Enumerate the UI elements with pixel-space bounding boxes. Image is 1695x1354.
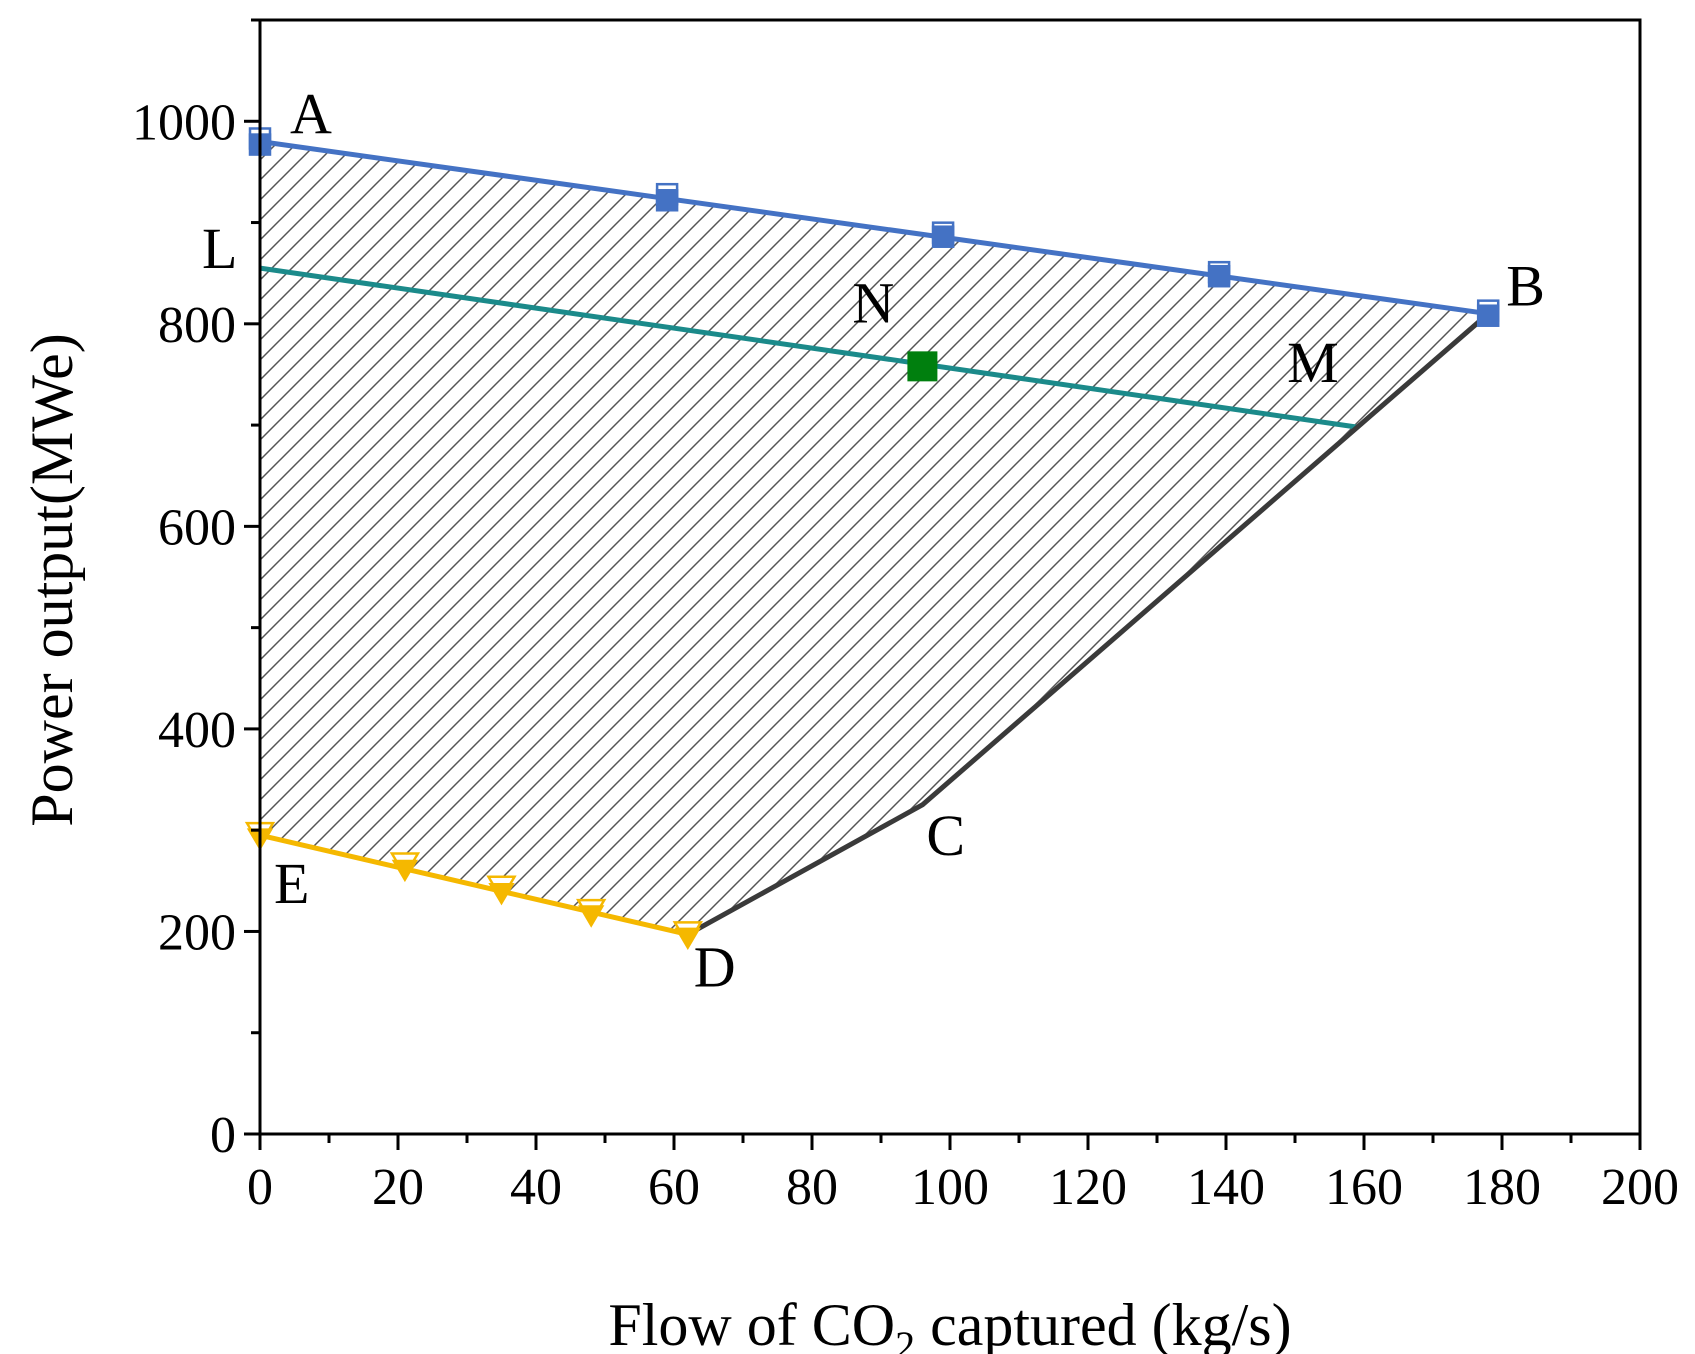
point-label-N: N	[852, 270, 894, 335]
point-label-A: A	[290, 82, 332, 147]
y-tick-label: 800	[158, 297, 236, 354]
series-layer	[260, 139, 1490, 937]
point-label-M: M	[1287, 330, 1339, 395]
upper-boundary-AB-marker-filled	[655, 189, 679, 212]
point-label-L: L	[202, 216, 237, 281]
upper-boundary-AB-marker-filled	[1476, 304, 1500, 327]
upper-boundary-AB-marker-filled	[931, 225, 955, 248]
upper-boundary-AB-marker-filled	[1207, 264, 1231, 288]
feasible-region	[260, 141, 1489, 935]
y-tick-label: 200	[158, 904, 236, 961]
point-label-C: C	[926, 803, 965, 868]
x-axis-label-subscript: 2	[895, 1323, 915, 1354]
x-axis: 0 20 40 60 80 100 120 140 160 180 200	[247, 1134, 1679, 1216]
x-tick-label: 200	[1601, 1159, 1679, 1216]
x-tick-label: 120	[1049, 1159, 1127, 1216]
plot-area: A B C D E L M N	[202, 82, 1545, 1000]
x-tick-label: 100	[911, 1159, 989, 1216]
y-axis-label: Power output(MWe)	[19, 333, 85, 826]
x-tick-label: 160	[1325, 1159, 1403, 1216]
y-tick-label: 400	[158, 702, 236, 759]
y-tick-label: 1000	[132, 94, 236, 151]
point-labels: A B C D E L M N	[202, 82, 1545, 1000]
lower-boundary-ED-marker-filled	[391, 859, 419, 883]
boundary-BCD-line	[686, 311, 1490, 937]
x-tick-label: 0	[247, 1159, 273, 1216]
lower-boundary-ED-marker-filled	[578, 905, 605, 928]
upper-boundary-AB-line	[260, 139, 1489, 317]
x-tick-label: 20	[372, 1159, 424, 1216]
x-tick-label: 80	[786, 1159, 838, 1216]
lower-boundary-ED-marker-filled	[488, 883, 515, 906]
point-label-D: D	[694, 934, 736, 999]
x-tick-label: 40	[510, 1159, 562, 1216]
y-tick-label: 600	[158, 499, 236, 556]
lower-boundary-ED-line	[260, 832, 689, 937]
y-tick-label: 0	[210, 1107, 236, 1164]
x-tick-label: 140	[1187, 1159, 1265, 1216]
lower-boundary-ED-marker-filled	[674, 927, 701, 950]
x-axis-label: Flow of CO2 captured (kg/s)	[608, 1292, 1291, 1354]
point-label-B: B	[1506, 254, 1545, 319]
point-N-marker	[907, 351, 938, 382]
marker-layer	[244, 127, 1500, 950]
constant-line-LM-line	[260, 265, 1358, 430]
x-tick-label: 60	[648, 1159, 700, 1216]
y-axis: 0 200 400 600 800 1000	[132, 18, 260, 1164]
x-tick-label: 180	[1463, 1159, 1541, 1216]
point-label-E: E	[274, 851, 309, 916]
